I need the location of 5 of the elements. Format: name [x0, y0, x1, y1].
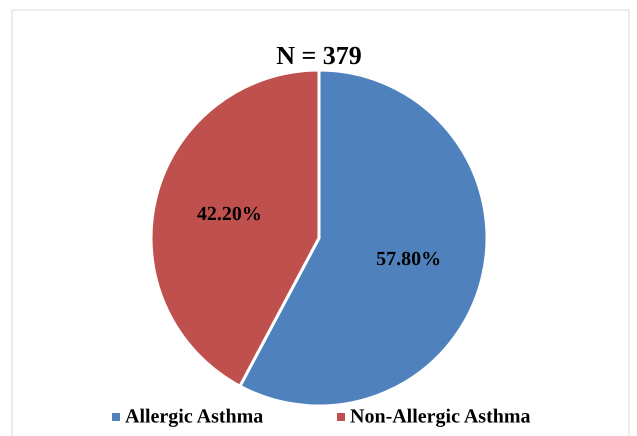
- legend-label: Non-Allergic Asthma: [350, 406, 531, 428]
- chart-title: N = 379: [276, 41, 362, 70]
- data-label: 57.80%: [376, 248, 442, 270]
- legend-label: Allergic Asthma: [125, 406, 264, 428]
- data-label: 42.20%: [196, 203, 262, 226]
